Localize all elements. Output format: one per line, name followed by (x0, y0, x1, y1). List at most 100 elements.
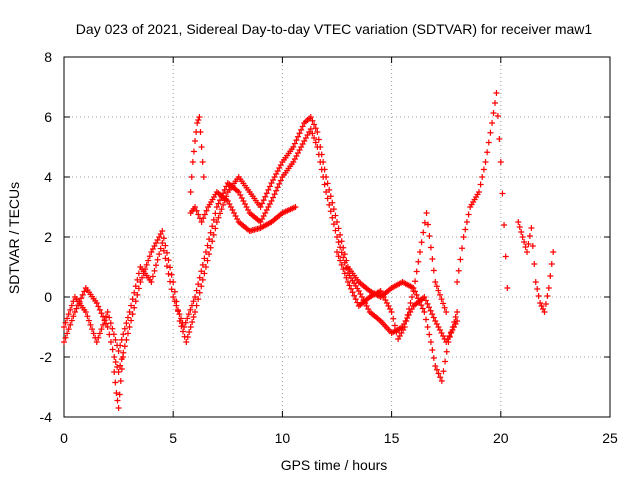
data-point (65, 326, 72, 333)
data-point (312, 125, 319, 132)
data-point (416, 249, 423, 255)
data-point (79, 291, 86, 298)
data-point (484, 149, 491, 156)
data-point (131, 289, 138, 296)
data-point (327, 208, 334, 215)
data-point (519, 234, 526, 240)
data-point (309, 117, 316, 124)
data-point (337, 257, 344, 264)
data-point (162, 255, 169, 262)
data-point (454, 318, 461, 324)
data-point (187, 306, 194, 313)
data-point (334, 234, 340, 240)
data-point (315, 136, 322, 143)
data-point (110, 331, 117, 338)
x-tick-label: 10 (275, 430, 291, 446)
data-point (64, 330, 71, 337)
data-point (67, 306, 74, 313)
data-point (116, 391, 123, 398)
data-point (156, 251, 163, 258)
data-point (435, 370, 442, 377)
data-point (181, 324, 188, 330)
x-tick-labels: 0 5 10 15 20 25 (60, 430, 618, 446)
data-point (257, 204, 264, 210)
data-point (343, 264, 350, 271)
data-point (314, 144, 321, 150)
data-point (203, 207, 210, 214)
data-point (107, 320, 114, 327)
data-point (160, 247, 167, 254)
data-point (192, 294, 199, 300)
data-point (430, 355, 437, 361)
data-point (168, 271, 175, 278)
data-point (195, 211, 202, 218)
data-point (268, 198, 275, 204)
data-point (292, 204, 299, 210)
data-point (151, 267, 158, 274)
data-point (111, 369, 118, 375)
data-point (104, 324, 111, 330)
data-point (475, 189, 482, 195)
data-point (429, 256, 436, 262)
tick-layer (63, 56, 611, 418)
data-point (114, 397, 121, 404)
data-point (64, 315, 71, 322)
data-point (307, 126, 314, 132)
data-point (198, 219, 205, 225)
data-point (424, 324, 431, 330)
y-tick-label: 2 (44, 229, 52, 245)
data-point (189, 159, 196, 165)
data-point (427, 339, 434, 345)
x-tick-label: 25 (602, 430, 618, 446)
data-point (176, 311, 183, 318)
data-point (526, 233, 533, 239)
data-point (491, 100, 498, 106)
data-point (413, 268, 420, 275)
data-point (171, 288, 178, 295)
data-point (71, 309, 78, 315)
data-point (443, 348, 450, 355)
data-point (170, 294, 177, 300)
data-point (334, 219, 340, 225)
data-point (115, 405, 122, 411)
data-point (154, 256, 161, 263)
data-point (388, 309, 395, 315)
data-point (119, 354, 126, 360)
data-point (220, 201, 227, 208)
data-point (335, 239, 342, 246)
data-point (190, 148, 197, 155)
data-point (452, 314, 459, 320)
data-point (429, 311, 436, 318)
data-point (113, 390, 120, 396)
data-point (442, 358, 449, 365)
data-point (162, 242, 169, 249)
data-point (192, 309, 199, 315)
data-point (541, 309, 548, 315)
data-point (423, 210, 430, 216)
data-point (337, 244, 344, 251)
chart-title: Day 023 of 2021, Sidereal Day-to-day VTE… (76, 21, 593, 37)
data-point (207, 244, 214, 251)
data-point (437, 374, 444, 381)
data-point (463, 219, 470, 225)
data-point (270, 194, 277, 201)
data-point (320, 174, 327, 180)
data-point (190, 298, 197, 305)
data-point (321, 181, 328, 188)
data-point (200, 215, 207, 222)
data-point (529, 243, 536, 249)
data-point (167, 278, 174, 285)
data-point (199, 159, 206, 165)
data-point (184, 334, 191, 340)
data-point (440, 300, 447, 307)
data-point (420, 229, 427, 236)
data-point (98, 310, 105, 317)
data-point (427, 307, 434, 314)
data-point (198, 283, 205, 290)
data-point (299, 123, 306, 130)
y-tick-label: 8 (44, 49, 52, 65)
data-point (441, 304, 448, 311)
data-point (212, 225, 219, 232)
data-point (263, 190, 270, 197)
data-point (210, 231, 217, 238)
